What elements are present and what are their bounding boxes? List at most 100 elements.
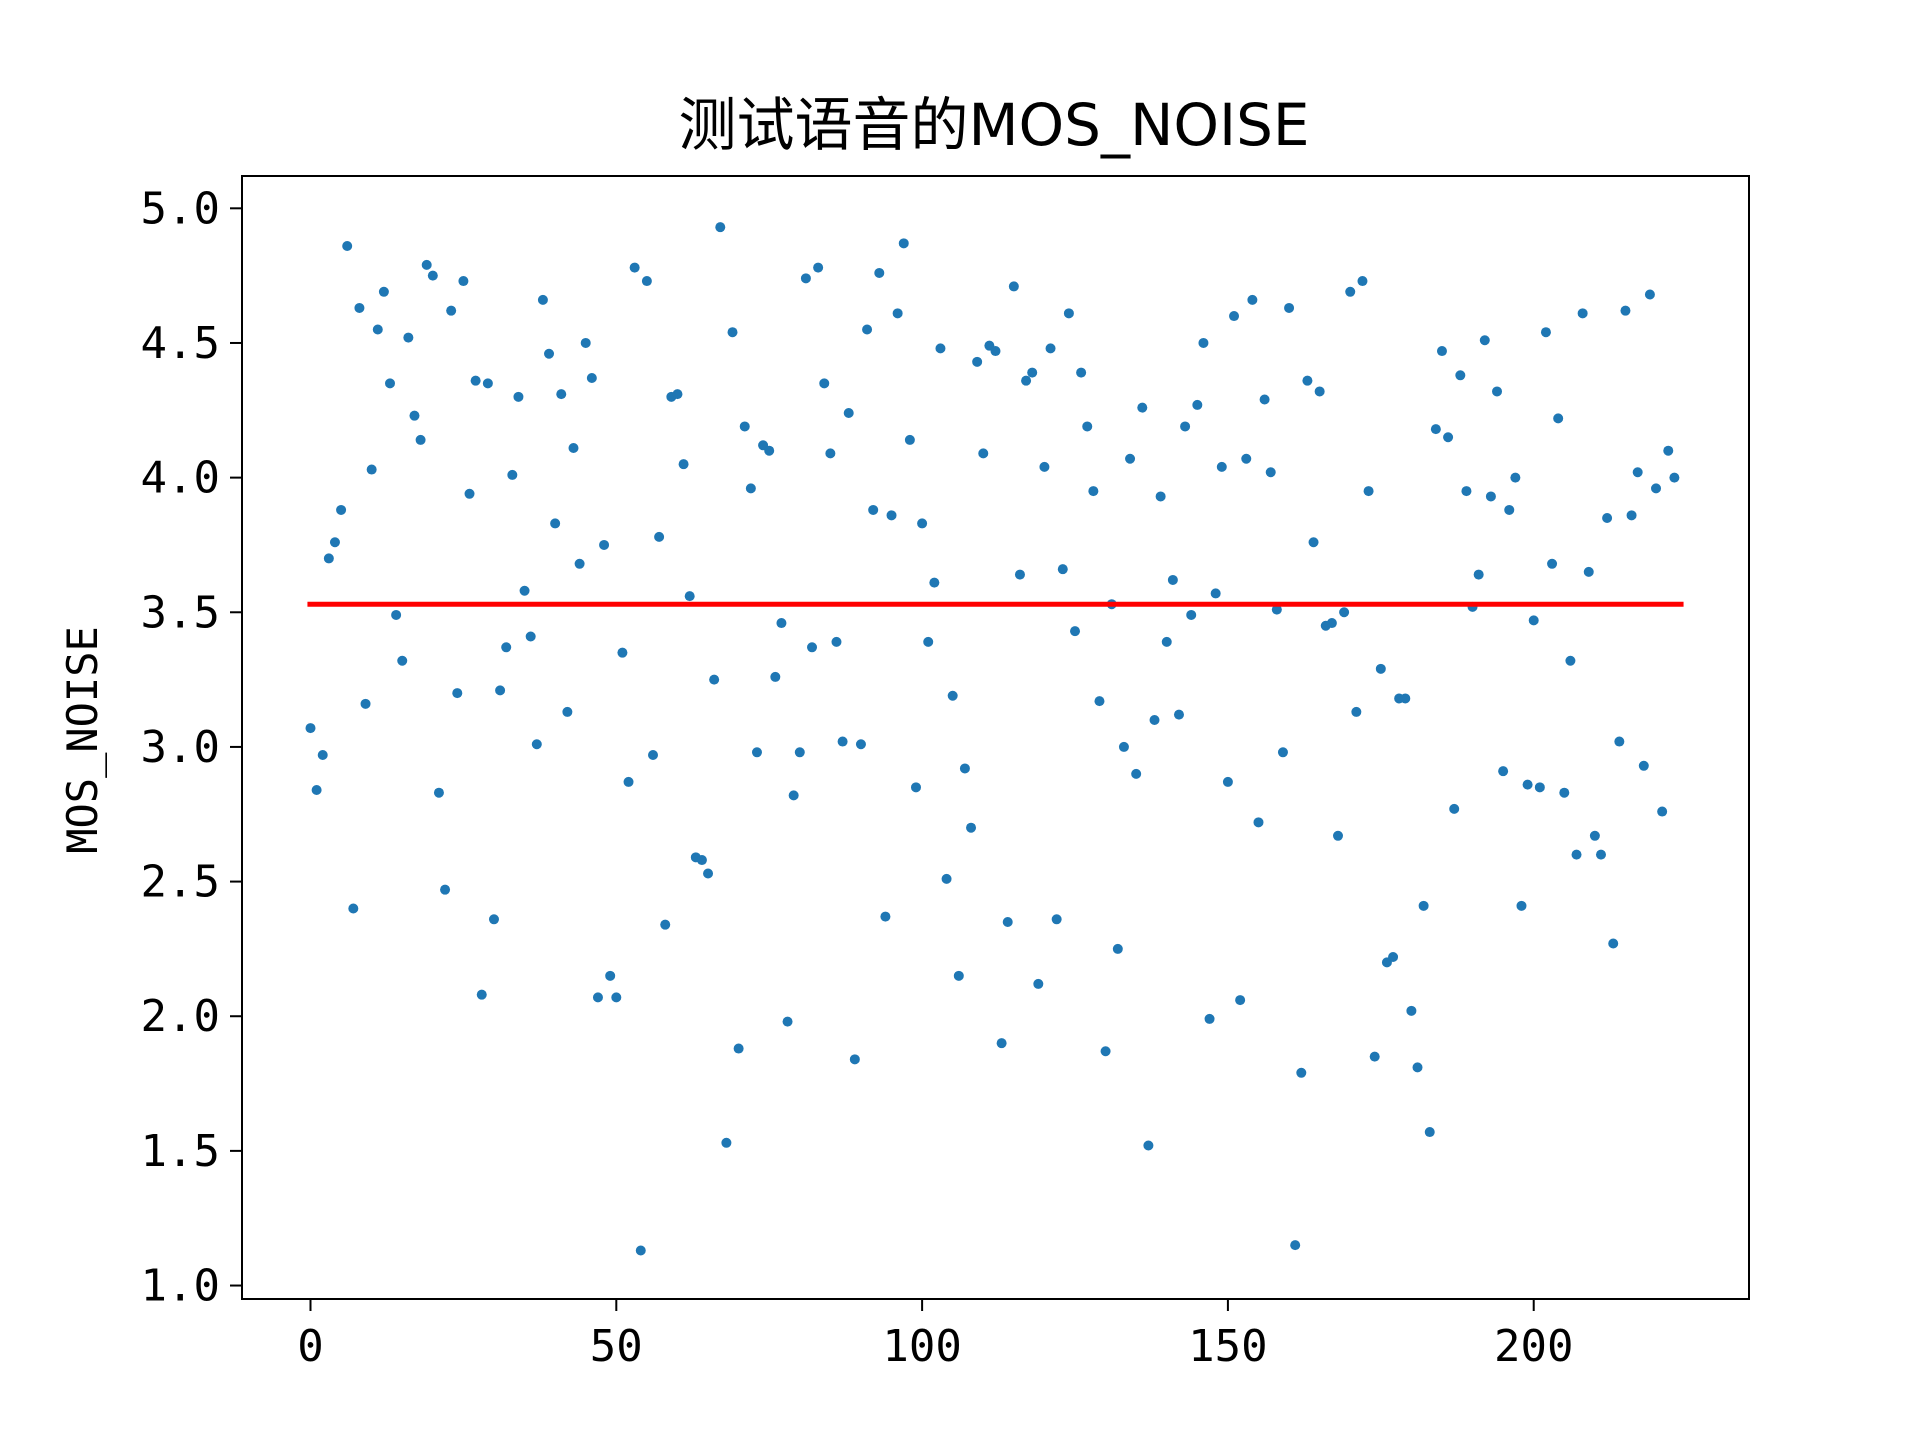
data-point	[1137, 402, 1148, 413]
y-tick-label: 3.5	[141, 587, 220, 638]
data-point	[452, 688, 463, 699]
data-point	[1669, 472, 1680, 483]
data-point	[1565, 655, 1576, 666]
data-point	[703, 868, 714, 879]
data-point	[855, 739, 866, 750]
data-point	[813, 262, 824, 273]
data-point	[641, 276, 652, 287]
data-point	[660, 919, 671, 930]
data-point	[1485, 491, 1496, 502]
data-point	[403, 332, 414, 343]
data-point	[1253, 817, 1264, 828]
data-point	[1363, 486, 1374, 497]
data-point	[886, 510, 897, 521]
data-point	[966, 822, 977, 833]
data-point	[1595, 849, 1606, 860]
data-point	[1076, 367, 1087, 378]
data-point	[1559, 787, 1570, 798]
data-point	[1216, 461, 1227, 472]
data-point	[1118, 741, 1129, 752]
y-tick-label: 3.0	[141, 722, 220, 773]
data-point	[1351, 706, 1362, 717]
data-point	[825, 448, 836, 459]
data-point	[1638, 760, 1649, 771]
data-point	[1602, 513, 1613, 524]
data-point	[1094, 696, 1105, 707]
data-point	[1222, 776, 1233, 787]
data-point	[672, 389, 683, 400]
data-point	[800, 273, 811, 284]
data-point	[1265, 467, 1276, 478]
data-point	[1455, 370, 1466, 381]
data-point	[513, 391, 524, 402]
data-point	[378, 286, 389, 297]
data-point	[1143, 1140, 1154, 1151]
data-point	[501, 642, 512, 653]
data-point	[446, 305, 457, 316]
data-point	[935, 343, 946, 354]
x-tick-label: 50	[590, 1321, 643, 1372]
data-point	[1553, 413, 1564, 424]
data-point	[1021, 375, 1032, 386]
data-point	[941, 873, 952, 884]
data-point	[1229, 311, 1240, 322]
data-point	[1369, 1051, 1380, 1062]
data-point	[1577, 308, 1588, 319]
data-point	[433, 787, 444, 798]
data-point	[917, 518, 928, 529]
data-point	[696, 855, 707, 866]
data-point	[1241, 453, 1252, 464]
data-point	[1540, 327, 1551, 338]
data-point	[1644, 289, 1655, 300]
data-point	[580, 337, 591, 348]
data-point	[562, 706, 573, 717]
data-point	[1039, 461, 1050, 472]
data-point	[1259, 394, 1270, 405]
data-point	[1125, 453, 1136, 464]
data-point	[1290, 1240, 1301, 1251]
data-point	[721, 1137, 732, 1148]
data-point	[525, 631, 536, 642]
data-point	[391, 609, 402, 620]
data-point	[996, 1038, 1007, 1049]
data-point	[1436, 346, 1447, 357]
data-point	[733, 1043, 744, 1054]
data-point	[360, 698, 371, 709]
data-point	[635, 1245, 646, 1256]
data-point	[1510, 472, 1521, 483]
data-point	[329, 537, 340, 548]
data-point	[348, 903, 359, 914]
data-point	[1033, 978, 1044, 989]
data-point	[898, 238, 909, 249]
data-point	[592, 992, 603, 1003]
data-point	[923, 636, 934, 647]
y-tick-label: 1.0	[141, 1261, 220, 1312]
data-point	[764, 445, 775, 456]
data-point	[1088, 486, 1099, 497]
data-point	[464, 488, 475, 499]
data-point	[1375, 663, 1386, 674]
data-point	[972, 356, 983, 367]
data-point	[421, 259, 432, 270]
data-point	[586, 372, 597, 383]
data-point	[317, 750, 328, 761]
data-point	[1112, 943, 1123, 954]
data-point	[385, 378, 396, 389]
data-point	[1314, 386, 1325, 397]
data-point	[1504, 504, 1515, 515]
data-point	[1247, 294, 1258, 305]
x-tick-label: 0	[297, 1321, 324, 1372]
data-point	[727, 327, 738, 338]
data-point	[739, 421, 750, 432]
data-point	[1326, 618, 1337, 629]
chart-title: 测试语音的MOS_NOISE	[678, 91, 1309, 159]
data-point	[1345, 286, 1356, 297]
data-point	[1008, 281, 1019, 292]
data-point	[929, 577, 940, 588]
data-point	[1357, 276, 1368, 287]
data-point	[1192, 399, 1203, 410]
data-point	[751, 747, 762, 758]
x-tick-label: 150	[1188, 1321, 1267, 1372]
data-point	[1589, 830, 1600, 841]
data-point	[849, 1054, 860, 1065]
